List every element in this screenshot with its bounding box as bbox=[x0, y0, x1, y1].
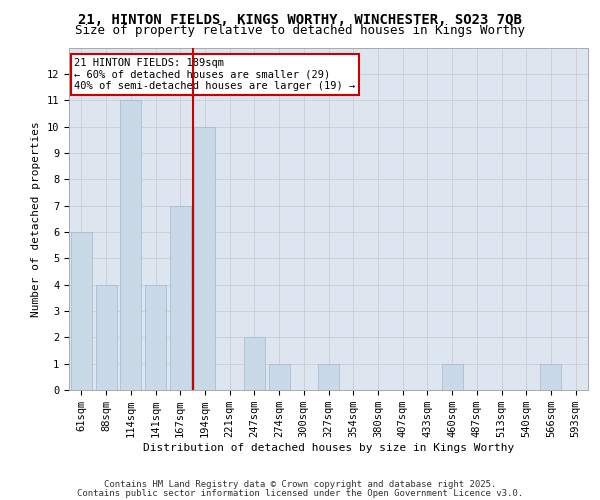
Text: Size of property relative to detached houses in Kings Worthy: Size of property relative to detached ho… bbox=[75, 24, 525, 37]
X-axis label: Distribution of detached houses by size in Kings Worthy: Distribution of detached houses by size … bbox=[143, 443, 514, 453]
Bar bbox=[442, 364, 463, 390]
Bar bbox=[541, 364, 562, 390]
Bar bbox=[269, 364, 290, 390]
Text: Contains public sector information licensed under the Open Government Licence v3: Contains public sector information licen… bbox=[77, 488, 523, 498]
Bar bbox=[244, 338, 265, 390]
Bar bbox=[170, 206, 191, 390]
Bar bbox=[145, 284, 166, 390]
Text: 21 HINTON FIELDS: 189sqm
← 60% of detached houses are smaller (29)
40% of semi-d: 21 HINTON FIELDS: 189sqm ← 60% of detach… bbox=[74, 58, 355, 91]
Bar bbox=[318, 364, 339, 390]
Y-axis label: Number of detached properties: Number of detached properties bbox=[31, 121, 41, 316]
Bar bbox=[95, 284, 116, 390]
Text: Contains HM Land Registry data © Crown copyright and database right 2025.: Contains HM Land Registry data © Crown c… bbox=[104, 480, 496, 489]
Text: 21, HINTON FIELDS, KINGS WORTHY, WINCHESTER, SO23 7QB: 21, HINTON FIELDS, KINGS WORTHY, WINCHES… bbox=[78, 12, 522, 26]
Bar bbox=[194, 126, 215, 390]
Bar bbox=[71, 232, 92, 390]
Bar bbox=[120, 100, 141, 390]
